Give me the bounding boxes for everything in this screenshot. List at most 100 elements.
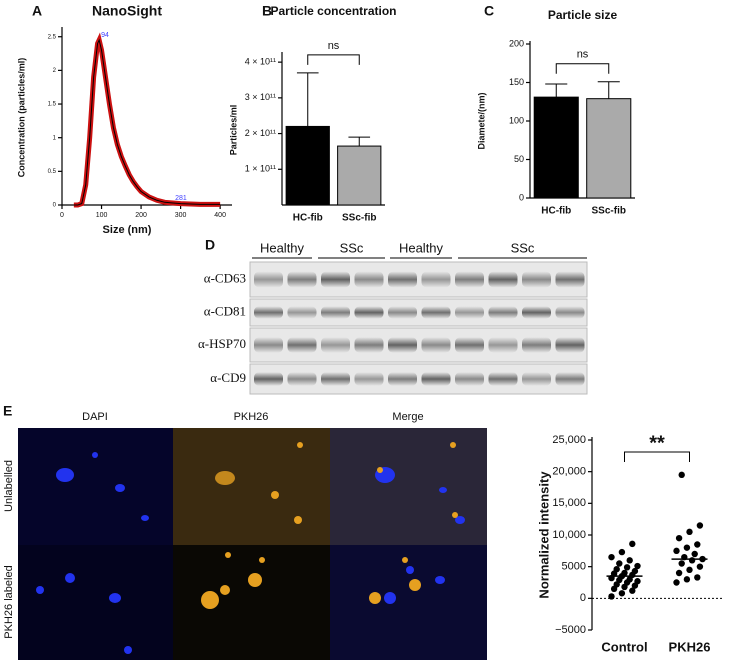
data-point [608, 553, 615, 561]
x-tick-label: 0 [60, 212, 64, 219]
y-tick-label: 0.5 [48, 169, 57, 175]
data-point [634, 562, 641, 570]
blot-band [488, 271, 518, 288]
blot-band [421, 306, 451, 319]
blot-band [321, 306, 350, 319]
row-label: Unlabelled [3, 460, 15, 512]
x-tick-label: 300 [175, 212, 187, 219]
data-point [696, 522, 704, 529]
data-point [683, 544, 691, 551]
blot-band [254, 306, 283, 319]
bar [533, 96, 579, 199]
blot-band [522, 306, 551, 319]
data-point [673, 547, 680, 555]
y-tick-label: 200 [509, 38, 524, 48]
blot-band [455, 271, 484, 288]
pkh26-signal [201, 442, 458, 609]
lane-group-label: SSc [511, 240, 535, 255]
data-point [678, 471, 685, 479]
blot-band [522, 337, 551, 353]
column-label: DAPI [82, 411, 108, 423]
data-point [675, 534, 683, 542]
significance-label: ns [577, 49, 589, 61]
blot-band [254, 372, 283, 386]
blot-band [354, 271, 384, 288]
y-tick-label: 50 [514, 154, 524, 164]
y-tick-label: 100 [509, 115, 524, 125]
blot-band [354, 306, 384, 319]
blot-band [321, 271, 350, 288]
x-tick-label: HC-fib [293, 213, 323, 224]
y-tick-label: 10,000 [552, 529, 586, 541]
blot-band [522, 372, 551, 386]
data-point [686, 566, 693, 574]
blot-band [555, 306, 585, 319]
y-tick-label: 1.5 [48, 102, 57, 108]
column-label: Merge [392, 411, 423, 423]
lane-group-label: Healthy [399, 240, 444, 255]
western-blot: Healthy SSc Healthy SSc α-CD63 α-CD81 α-HSP70 α… [198, 240, 588, 395]
blot-band [488, 306, 518, 319]
panel-letter: C [484, 3, 494, 19]
blot-band [421, 372, 451, 386]
data-point [673, 579, 680, 586]
y-tick-label: 0 [519, 192, 524, 202]
y-tick-label: 3 × 10¹¹ [245, 92, 276, 102]
blot-band [388, 306, 417, 319]
series-band [73, 32, 221, 208]
data-point [626, 557, 633, 564]
image-pkh-1 [173, 428, 330, 545]
panel-letter: D [205, 237, 215, 253]
blot-band [455, 306, 484, 319]
y-tick-label: 20,000 [552, 466, 586, 478]
blot-row-label: α-HSP70 [198, 336, 246, 351]
data-point [634, 578, 641, 585]
x-tick-label: SSc-fib [592, 206, 626, 217]
y-tick-label: 5000 [562, 561, 586, 573]
blot-band [488, 372, 518, 386]
error-bar [597, 81, 620, 99]
blot-band [455, 372, 484, 386]
data-point [696, 563, 704, 570]
blot-row-label: α-CD63 [204, 270, 246, 285]
bar [586, 98, 632, 199]
series-line [73, 38, 221, 206]
data-point [629, 540, 636, 548]
column-label: PKH26 [234, 411, 269, 423]
blot-band [254, 337, 283, 353]
data-point [608, 593, 615, 600]
lane-group-label: Healthy [260, 240, 305, 255]
blot-band [287, 306, 317, 319]
chart-title: NanoSight [92, 3, 162, 19]
blot-band [354, 372, 384, 386]
y-tick-label: 150 [509, 77, 524, 87]
chart-title: Particle size [548, 8, 618, 22]
blot-band [488, 337, 518, 353]
data-point [618, 590, 626, 597]
data-point [686, 528, 693, 536]
blot-band [421, 337, 451, 353]
annotation: 281 [175, 195, 187, 202]
error-bar [545, 83, 568, 98]
data-point [629, 587, 636, 594]
micrographs: DAPI PKH26 Merge Unlabelled PKH26 labeled [3, 411, 487, 660]
lane-group-label: SSc [340, 240, 364, 255]
data-point [623, 564, 631, 571]
blot-band [287, 337, 317, 353]
x-tick-label: SSc-fib [342, 213, 376, 224]
blot-row-label: α-CD81 [204, 303, 246, 318]
error-bar [296, 72, 319, 127]
significance-label: ** [649, 432, 665, 454]
image-dapi-1 [18, 428, 173, 545]
x-tick-label: Control [601, 639, 647, 654]
image-merge-2 [330, 545, 487, 660]
error-bar [348, 136, 371, 147]
annotation: 94 [101, 32, 109, 39]
significance-label: ns [328, 40, 340, 52]
data-point [621, 569, 628, 577]
blot-band [555, 372, 585, 386]
bar [285, 125, 330, 206]
panel-letter: E [3, 403, 12, 419]
y-tick-label: 2 [53, 68, 57, 74]
